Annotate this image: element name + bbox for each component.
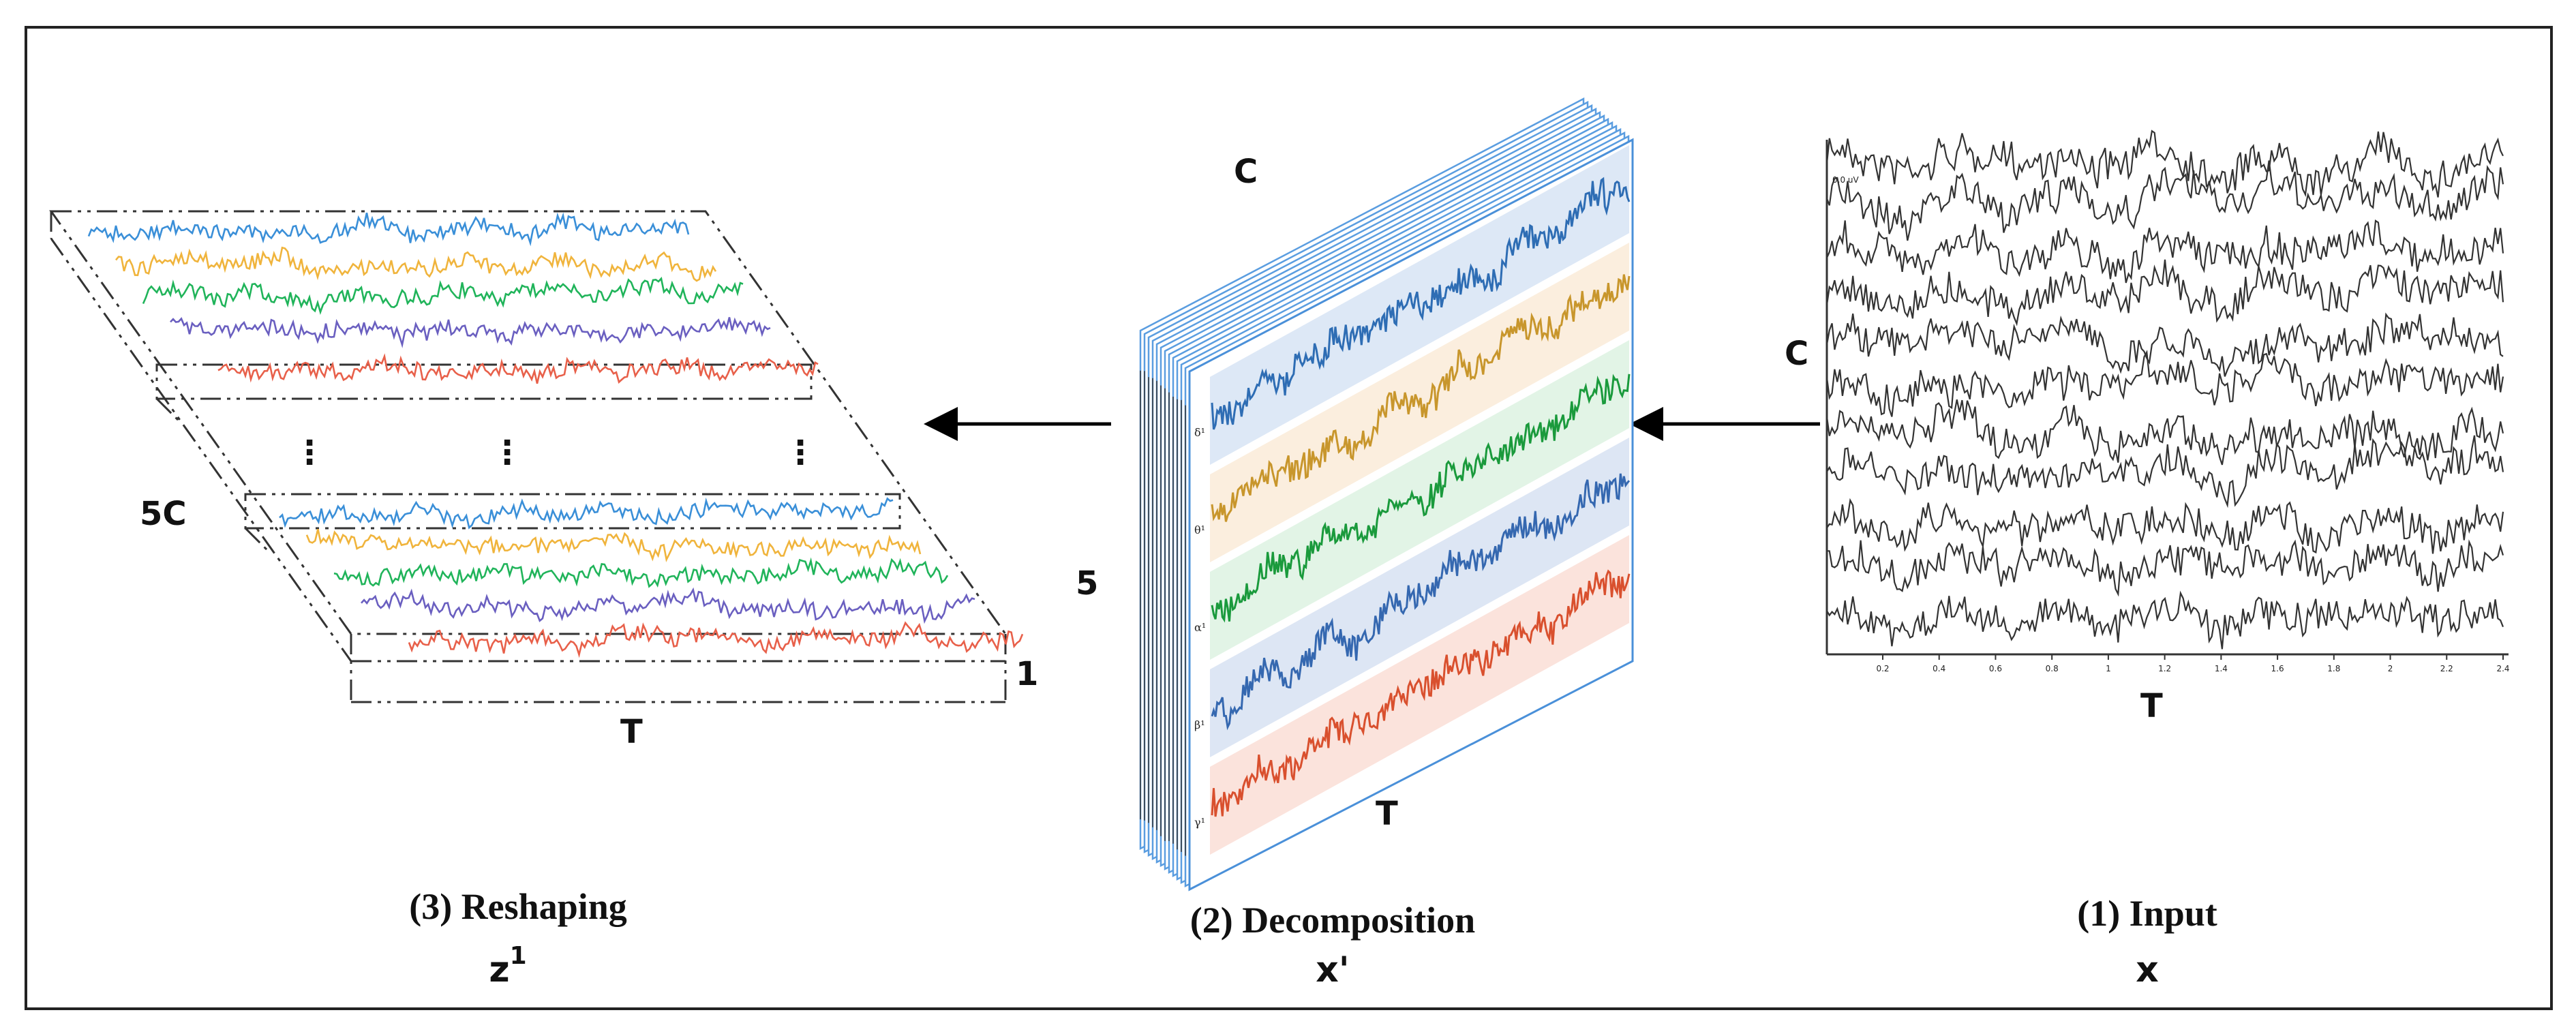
- input-channel-label: C: [1785, 335, 1808, 373]
- input-x-tick-label: 1.6: [2271, 664, 2284, 673]
- decomposition-front-sheet: δ¹ θ¹ α¹ β¹ γ¹: [1188, 138, 1634, 892]
- input-panel: 0.2 0.4 0.6 0.8 1 1.2 1.4 1.6 1.8 2 2.2 2.4 0.0 uV …: [1785, 130, 2510, 990]
- input-x-tick-label: 2.2: [2440, 664, 2453, 673]
- reshaping-trace: [142, 276, 744, 316]
- input-eeg-trace: [1825, 350, 2504, 417]
- input-x-ticks: 0.2 0.4 0.6 0.8 1 1.2 1.4 1.6 1.8 2 2.2 2.4: [1876, 654, 2510, 673]
- input-eeg-trace: [1826, 539, 2504, 597]
- input-eeg-trace: [1826, 498, 2504, 554]
- input-eeg-trace: [1825, 130, 2504, 198]
- reshaping-symbol-base: z: [489, 949, 509, 990]
- input-x-tick-label: 1.2: [2158, 664, 2171, 673]
- reshaping-symbol: z1: [489, 942, 526, 990]
- input-eeg-trace: [1825, 312, 2504, 377]
- band-row-label: θ¹: [1194, 523, 1205, 536]
- figure-frame: [25, 26, 2553, 1010]
- input-x-tick-label: 0.4: [1933, 664, 1945, 673]
- band-row-trace: [1211, 177, 1631, 430]
- band-row-label: α¹: [1194, 621, 1206, 634]
- input-eeg-trace: [1826, 435, 2504, 508]
- input-x-tick-label: 1.8: [2327, 664, 2340, 673]
- decomposition-band-rows: δ¹ θ¹ α¹ β¹ γ¹: [1194, 145, 1631, 855]
- reshaping-trace: [408, 621, 1024, 658]
- band-row-trace: [1211, 569, 1631, 817]
- input-eeg-trace: [1825, 160, 2504, 241]
- reshaping-panel: ⋮ ⋮ ⋮ 5C 1 T (3) Reshaping z1: [49, 210, 1038, 990]
- band-row-label: β¹: [1194, 718, 1205, 731]
- decomposition-panel: δ¹ θ¹ α¹ β¹ γ¹ C 5 T (2) Decomposition x': [1076, 97, 1634, 990]
- reshaping-trace: [305, 528, 922, 562]
- reshaping-trace: [87, 212, 690, 247]
- input-corner-label: 0.0 uV: [1832, 175, 1860, 185]
- band-row-label: γ¹: [1194, 816, 1205, 829]
- ellipsis-right: ⋮: [784, 434, 817, 472]
- reshaping-trace: [333, 557, 949, 588]
- reshaping-caption: (3) Reshaping: [409, 886, 627, 927]
- input-x-tick-label: 0.8: [2046, 664, 2059, 673]
- decomposition-time-label: T: [1376, 795, 1398, 833]
- band-row-label: δ¹: [1194, 426, 1205, 439]
- input-eeg-trace: [1825, 399, 2504, 466]
- input-time-label: T: [2140, 687, 2163, 725]
- reshaping-depth-label: 1: [1016, 655, 1038, 693]
- decomposition-band-count-label: 5: [1076, 564, 1098, 603]
- reshaping-time-label: T: [620, 713, 643, 751]
- reshaping-trace: [170, 317, 771, 348]
- reshaping-trace: [115, 246, 717, 282]
- decomposition-symbol: x': [1316, 949, 1349, 990]
- band-row-trace: [1211, 374, 1631, 623]
- reshaping-slab-outline: [49, 210, 1007, 703]
- input-x-tick-label: 1.4: [2215, 664, 2228, 673]
- input-eeg-trace: [1825, 219, 2504, 284]
- reshaping-trace: [361, 587, 975, 624]
- band-row-trace: [1211, 274, 1631, 522]
- input-caption: (1) Input: [2077, 893, 2217, 934]
- input-x-tick-label: 0.6: [1989, 664, 2002, 673]
- input-x-tick-label: 2.4: [2496, 664, 2509, 673]
- reshaping-trace: [217, 353, 819, 384]
- input-eeg-trace: [1825, 259, 2504, 326]
- input-eeg-trace: [1826, 590, 2504, 650]
- reshaping-ellipsis-row: ⋮ ⋮ ⋮: [293, 434, 817, 472]
- reshaping-height-label: 5C: [140, 495, 187, 533]
- input-x-tick-label: 2: [2388, 664, 2393, 673]
- input-x-tick-label: 1: [2106, 664, 2111, 673]
- ellipsis-left: ⋮: [293, 434, 326, 472]
- ellipsis-middle: ⋮: [491, 434, 524, 472]
- reshaping-traces: [87, 212, 1024, 658]
- input-symbol: x: [2136, 949, 2159, 990]
- band-row-trace: [1211, 473, 1631, 731]
- decomposition-channel-label: C: [1234, 153, 1258, 191]
- reshaping-trace: [279, 497, 894, 530]
- band-row-background: [1210, 535, 1629, 855]
- reshaping-symbol-sup: 1: [510, 942, 527, 970]
- input-eeg-traces: [1825, 130, 2504, 650]
- input-x-tick-label: 0.2: [1876, 664, 1889, 673]
- decomposition-caption: (2) Decomposition: [1190, 900, 1475, 941]
